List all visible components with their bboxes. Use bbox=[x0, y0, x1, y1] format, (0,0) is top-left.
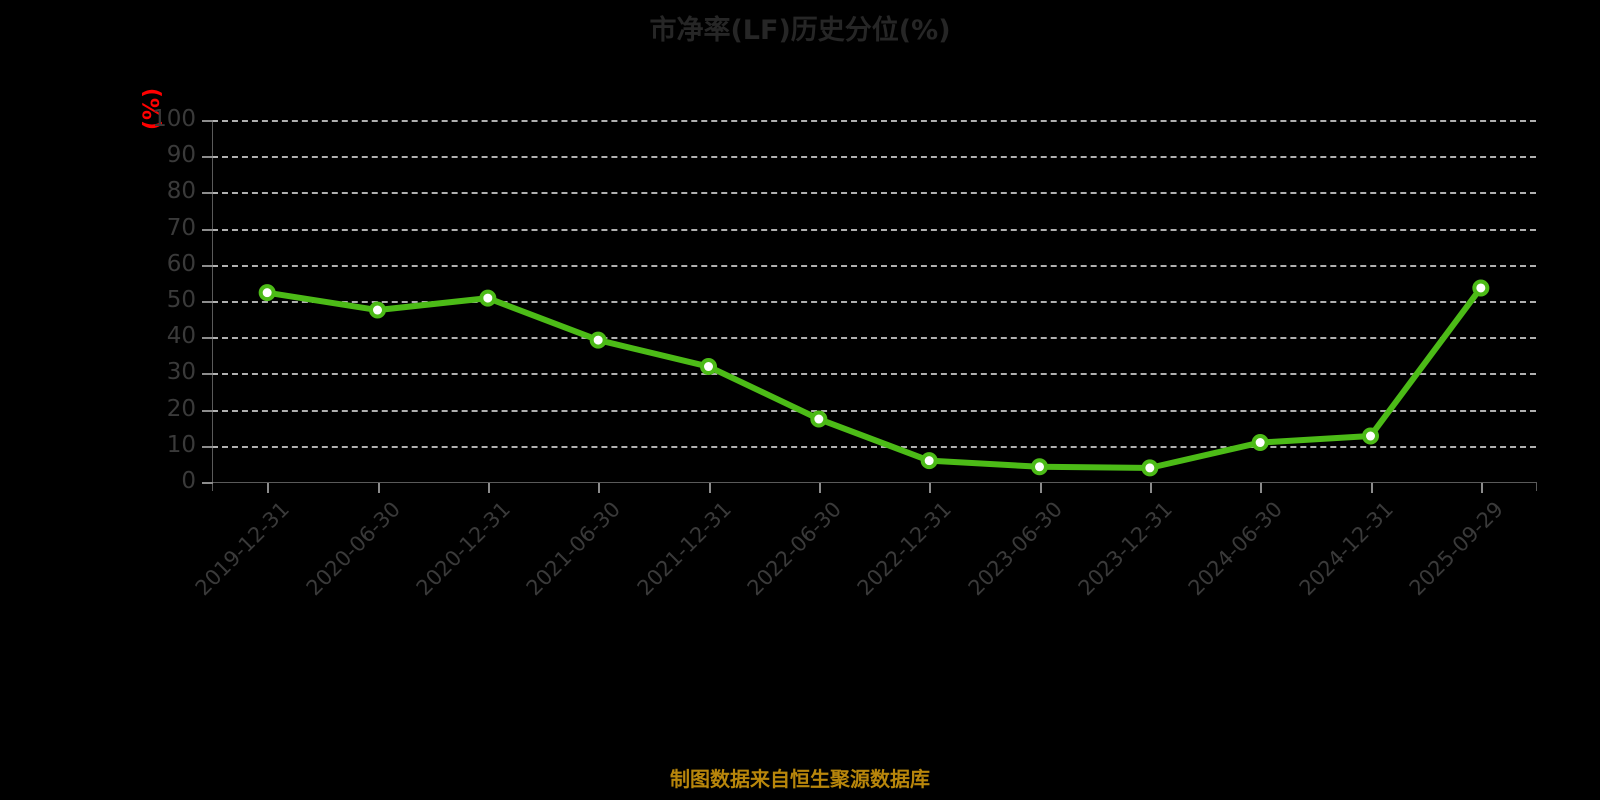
x-axis-right-cap bbox=[1536, 482, 1537, 491]
y-tick-30 bbox=[202, 373, 213, 376]
gridline-y-10 bbox=[212, 445, 1536, 448]
x-tick-2020-06-30 bbox=[377, 483, 380, 493]
y-tick-label-80: 80 bbox=[166, 178, 196, 205]
gridline-y-70 bbox=[212, 228, 1536, 231]
y-tick-10 bbox=[202, 445, 213, 448]
y-tick-0 bbox=[202, 482, 213, 484]
x-tick-2024-12-31 bbox=[1370, 483, 1373, 493]
x-tick-label-2025-09-29: 2025-09-29 bbox=[1404, 497, 1508, 601]
x-tick-2023-06-30 bbox=[1039, 483, 1042, 493]
x-tick-2024-06-30 bbox=[1260, 483, 1263, 493]
y-tick-label-20: 20 bbox=[166, 395, 196, 422]
x-tick-2022-12-31 bbox=[929, 483, 932, 493]
x-tick-2021-12-31 bbox=[708, 483, 711, 493]
x-tick-2021-06-30 bbox=[598, 483, 601, 493]
y-tick-80 bbox=[202, 192, 213, 195]
x-axis-left-cap bbox=[212, 482, 213, 491]
y-tick-label-40: 40 bbox=[166, 323, 196, 350]
gridline-y-40 bbox=[212, 337, 1536, 340]
x-tick-label-2023-12-31: 2023-12-31 bbox=[1073, 497, 1177, 601]
y-tick-20 bbox=[202, 409, 213, 412]
gridline-y-50 bbox=[212, 301, 1536, 303]
gridline-y-100 bbox=[212, 120, 1536, 122]
gridline-y-30 bbox=[212, 373, 1536, 376]
gridline-y-80 bbox=[212, 192, 1536, 195]
y-tick-label-90: 90 bbox=[166, 142, 196, 169]
y-tick-100 bbox=[202, 120, 213, 122]
x-tick-2023-12-31 bbox=[1149, 483, 1152, 493]
y-tick-50 bbox=[202, 301, 213, 303]
x-tick-2025-09-29 bbox=[1480, 483, 1483, 493]
x-tick-label-2020-12-31: 2020-12-31 bbox=[411, 497, 515, 601]
x-axis-line bbox=[212, 482, 1537, 483]
x-tick-2019-12-31 bbox=[267, 483, 270, 493]
x-tick-label-2019-12-31: 2019-12-31 bbox=[190, 497, 295, 601]
plot-area bbox=[212, 120, 1536, 482]
gridline-y-60 bbox=[212, 264, 1536, 267]
y-tick-label-10: 10 bbox=[166, 431, 196, 458]
x-tick-label-2022-12-31: 2022-12-31 bbox=[852, 497, 957, 601]
chart-title: 市净率(LF)历史分位(%) bbox=[649, 15, 951, 46]
gridline-y-90 bbox=[212, 156, 1536, 159]
y-tick-label-30: 30 bbox=[166, 359, 196, 386]
y-tick-60 bbox=[202, 264, 213, 267]
x-tick-label-2024-06-30: 2024-06-30 bbox=[1183, 497, 1288, 601]
x-tick-label-2021-12-31: 2021-12-31 bbox=[632, 497, 736, 601]
y-tick-label-70: 70 bbox=[166, 214, 196, 241]
x-tick-label-2023-06-30: 2023-06-30 bbox=[963, 497, 1067, 601]
footer-source-note: 制图数据来自恒生聚源数据库 bbox=[670, 767, 930, 791]
y-tick-40 bbox=[202, 337, 213, 340]
y-tick-90 bbox=[202, 156, 213, 159]
y-tick-label-0: 0 bbox=[181, 468, 196, 494]
x-tick-2020-12-31 bbox=[487, 483, 490, 493]
y-tick-label-50: 50 bbox=[166, 287, 196, 313]
gridline-y-20 bbox=[212, 409, 1536, 412]
x-tick-label-2022-06-30: 2022-06-30 bbox=[742, 497, 846, 601]
x-tick-2022-06-30 bbox=[818, 483, 821, 493]
x-tick-label-2020-06-30: 2020-06-30 bbox=[301, 497, 405, 601]
y-tick-label-100: 100 bbox=[152, 106, 196, 132]
y-tick-label-60: 60 bbox=[166, 250, 196, 277]
y-tick-70 bbox=[202, 228, 213, 231]
x-tick-label-2021-06-30: 2021-06-30 bbox=[521, 497, 626, 601]
x-tick-label-2024-12-31: 2024-12-31 bbox=[1294, 497, 1398, 601]
